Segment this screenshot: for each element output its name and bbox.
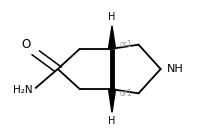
Text: O: O	[22, 38, 31, 51]
Text: or1: or1	[120, 89, 132, 98]
Polygon shape	[108, 89, 116, 112]
Polygon shape	[108, 26, 116, 49]
Text: H: H	[108, 12, 116, 22]
Text: NH: NH	[167, 64, 184, 74]
Text: or1: or1	[120, 40, 132, 49]
Text: H₂N: H₂N	[13, 85, 32, 95]
Text: H: H	[108, 116, 116, 126]
